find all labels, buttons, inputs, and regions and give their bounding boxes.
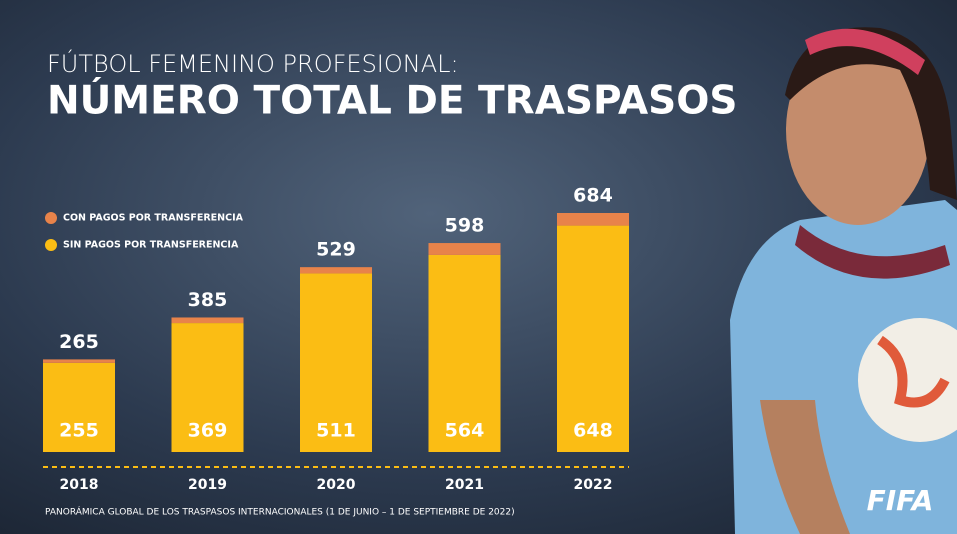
total-label: 684 [573,185,613,207]
footnote: PANORÁMICA GLOBAL DE LOS TRASPASOS INTER… [45,506,515,518]
bar-value-label: 564 [445,420,485,442]
bar-segment [557,225,629,452]
total-label: 265 [59,331,99,353]
x-tick-label: 2018 [60,477,99,493]
chart-title: NÚMERO TOTAL DE TRASPASOS [47,77,737,124]
x-tick-label: 2020 [317,477,356,493]
logo: FIFA [867,484,934,517]
total-label: 529 [316,239,356,261]
bar-segment [43,359,115,363]
bar-value-label: 369 [188,420,228,442]
x-tick-label: 2022 [574,477,613,493]
subtitle: FÚTBOL FEMENINO PROFESIONAL: [47,48,459,78]
bar-value-label: 648 [573,420,613,442]
player-illustration [730,27,957,534]
bar-segment [171,317,244,324]
legend-marker [45,212,57,224]
legend-label: SIN PAGOS POR TRANSFERENCIA [63,240,239,251]
bar-segment [557,213,629,226]
x-tick-label: 2019 [188,477,227,493]
bar-segment [428,243,501,255]
bar-value-label: 511 [316,420,356,442]
bar-segment [300,273,372,452]
bar-value-label: 255 [59,420,99,442]
bar-segment [171,323,244,452]
x-tick-label: 2021 [445,477,484,493]
bar-segment [300,267,372,274]
bar-segment [43,362,115,452]
total-label: 385 [188,289,228,311]
total-label: 598 [445,215,485,237]
legend-marker [45,239,57,251]
legend-label: CON PAGOS POR TRANSFERENCIA [63,213,244,224]
bar-segment [428,254,501,452]
